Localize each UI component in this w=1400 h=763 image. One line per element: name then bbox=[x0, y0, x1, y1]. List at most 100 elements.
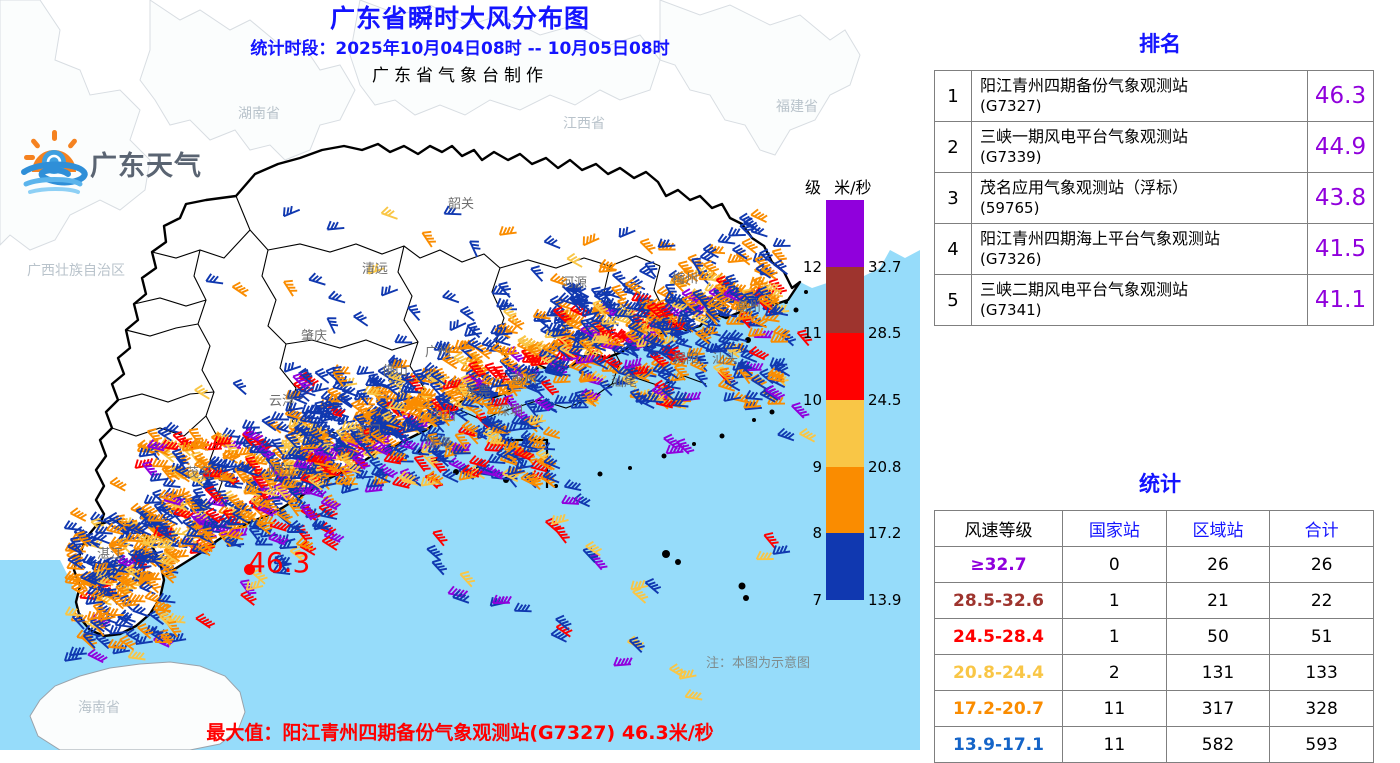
wind-barb bbox=[428, 413, 447, 424]
wind-barb bbox=[491, 418, 509, 434]
rank-index: 2 bbox=[934, 121, 972, 173]
wind-barb bbox=[158, 489, 176, 503]
wind-barb bbox=[572, 338, 590, 348]
wind-barb bbox=[360, 418, 379, 428]
rank-station-code: (G7339) bbox=[980, 148, 1042, 166]
wind-barb bbox=[332, 370, 348, 387]
wind-barb bbox=[755, 550, 774, 561]
wind-barb bbox=[517, 335, 535, 351]
wind-barb bbox=[413, 455, 431, 472]
wind-barb bbox=[332, 379, 350, 393]
wind-barb bbox=[340, 431, 358, 445]
wind-barb bbox=[261, 415, 277, 432]
wind-barb bbox=[191, 542, 209, 555]
rank-row: 3 茂名应用气象观测站（浮标） (59765) 43.8 bbox=[934, 172, 1374, 224]
wind-barb bbox=[554, 526, 570, 544]
wind-barb bbox=[385, 381, 401, 398]
wind-barb bbox=[482, 426, 500, 442]
wind-barb bbox=[582, 233, 600, 247]
wind-barb bbox=[87, 570, 104, 586]
wind-barb bbox=[493, 365, 510, 383]
wind-barb bbox=[443, 446, 462, 458]
wind-barb bbox=[525, 364, 544, 375]
wind-barb bbox=[239, 507, 257, 521]
wind-barb bbox=[740, 349, 758, 363]
wind-barb bbox=[561, 494, 582, 505]
legend-colorbar: 12 32.7 11 28.5 10 24.5 9 20.8 8 17.2 7 13.9 bbox=[803, 200, 901, 609]
wind-barb bbox=[436, 350, 455, 361]
wind-barb bbox=[417, 386, 436, 397]
stats-row: 28.5-32.6 1 21 22 bbox=[934, 582, 1374, 619]
wind-barb bbox=[427, 432, 443, 450]
wind-barb bbox=[137, 623, 154, 640]
wind-barb bbox=[188, 427, 204, 445]
wind-barb bbox=[520, 472, 538, 487]
wind-barb bbox=[568, 344, 586, 358]
wind-barb bbox=[613, 656, 633, 667]
wind-barb bbox=[232, 508, 249, 524]
wind-barb bbox=[453, 352, 471, 368]
rank-index: 1 bbox=[934, 70, 972, 122]
wind-barb bbox=[189, 502, 208, 512]
wind-barb bbox=[86, 610, 105, 621]
wind-barb bbox=[669, 346, 689, 363]
wind-barb bbox=[632, 587, 649, 604]
wind-barb bbox=[618, 226, 636, 238]
rank-row: 1 阳江青州四期备份气象观测站 (G7327) 46.3 bbox=[934, 70, 1374, 122]
wind-barb bbox=[551, 327, 570, 338]
wind-barb bbox=[350, 399, 368, 416]
wind-barb bbox=[136, 442, 155, 453]
wave-swirl-icon bbox=[21, 161, 88, 194]
wind-barb bbox=[295, 537, 314, 551]
wind-barb bbox=[350, 430, 364, 448]
brand-logo: 广东天气 bbox=[18, 128, 213, 198]
wind-barb bbox=[308, 272, 326, 286]
wind-barb bbox=[670, 326, 686, 343]
map-note: 注：本图为示意图 bbox=[706, 656, 811, 671]
wind-barb bbox=[519, 415, 537, 430]
wind-barb bbox=[616, 330, 637, 345]
stats-level: 20.8-24.4 bbox=[934, 654, 1063, 691]
wind-barb bbox=[94, 592, 112, 606]
wind-barb bbox=[683, 266, 700, 282]
wind-barb bbox=[303, 409, 322, 420]
wind-barb bbox=[559, 343, 577, 359]
wind-barb bbox=[108, 511, 124, 528]
stats-row: 24.5-28.4 1 50 51 bbox=[934, 618, 1374, 655]
wind-barb bbox=[489, 596, 508, 607]
wind-barb bbox=[465, 380, 480, 398]
rank-row: 2 三峡一期风电平台气象观测站 (G7339) 44.9 bbox=[934, 121, 1374, 173]
wind-barb bbox=[250, 495, 267, 513]
stats-regional: 317 bbox=[1165, 690, 1271, 727]
wind-barb bbox=[704, 282, 723, 293]
wind-barb bbox=[142, 534, 161, 545]
wind-barb bbox=[668, 313, 686, 324]
wind-barb bbox=[304, 480, 323, 491]
wind-barb bbox=[259, 498, 275, 514]
wind-barb bbox=[772, 237, 791, 248]
wind-barb bbox=[491, 285, 510, 296]
wind-barb bbox=[256, 518, 273, 535]
sea bbox=[0, 250, 920, 750]
wind-barb bbox=[228, 494, 245, 511]
wind-barb bbox=[592, 354, 609, 370]
wind-barb bbox=[285, 401, 303, 412]
wind-barb bbox=[656, 285, 674, 301]
wind-barb bbox=[125, 532, 144, 543]
wind-barb bbox=[208, 455, 226, 469]
legend-value-17.2: 17.2 bbox=[868, 524, 902, 543]
wind-barb bbox=[632, 301, 651, 312]
wind-barb bbox=[190, 438, 209, 451]
rank-station: 阳江青州四期备份气象观测站 (G7327) bbox=[971, 70, 1308, 122]
wind-barb bbox=[364, 405, 381, 422]
stats-regional: 21 bbox=[1165, 582, 1271, 619]
wind-barb bbox=[158, 612, 173, 629]
map-panel[interactable]: 广东省瞬时大风分布图 统计时段：2025年10月04日08时 -- 10月05日… bbox=[0, 0, 920, 750]
wind-barb bbox=[612, 270, 627, 288]
wind-barb bbox=[646, 302, 666, 319]
stats-national: 2 bbox=[1062, 654, 1167, 691]
wind-barb bbox=[498, 225, 517, 236]
wind-barb bbox=[318, 405, 333, 422]
wind-barb bbox=[141, 502, 159, 518]
wind-barb bbox=[544, 364, 563, 378]
